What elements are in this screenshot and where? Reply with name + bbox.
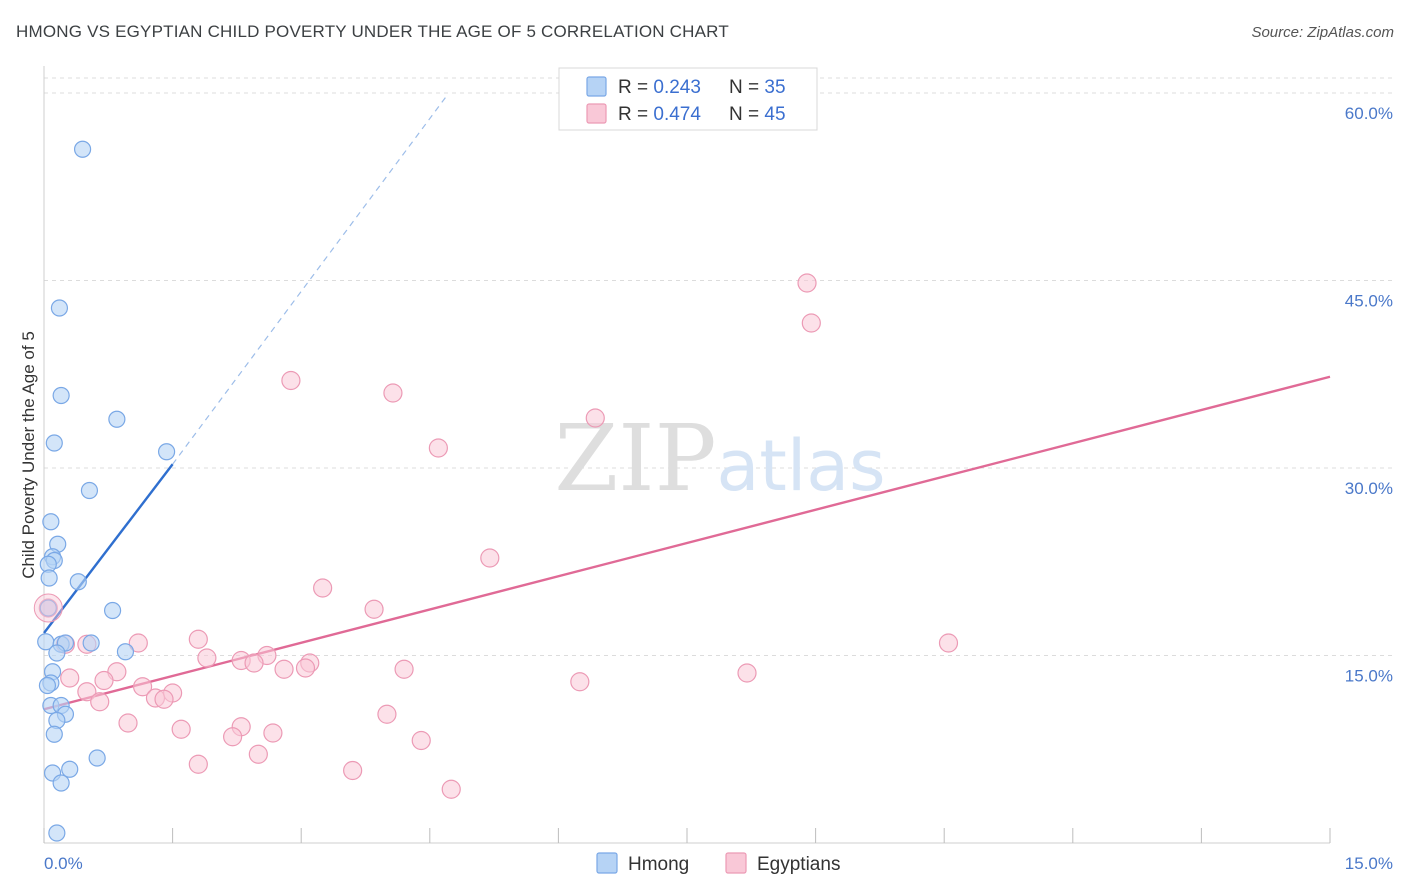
y-axis-title: Child Poverty Under the Age of 5 [19, 331, 38, 579]
egyptians-point [938, 633, 959, 653]
egyptians-point [94, 670, 114, 691]
egyptians-point [394, 659, 414, 679]
egyptians-point [171, 719, 191, 739]
egyptians-point [797, 273, 817, 293]
egyptians-point [188, 629, 208, 649]
hmong-trend-line [43, 463, 174, 634]
hmong-point [103, 601, 122, 620]
egyptians-point [274, 659, 294, 679]
hmong-point [108, 410, 126, 428]
x-tick-label: 0.0% [44, 854, 83, 873]
y-tick-label: 45.0% [1345, 292, 1393, 311]
hmong-point [48, 824, 66, 842]
egyptians-point [585, 408, 605, 428]
egyptians-point [383, 383, 403, 403]
egyptians-point [737, 663, 757, 683]
egyptians-point [428, 438, 448, 458]
egyptians-point [570, 672, 590, 692]
egyptians-point [295, 658, 316, 678]
egyptians-legend-swatch [725, 852, 747, 874]
egyptians-point [441, 779, 461, 799]
hmong-legend-label: Hmong [628, 854, 689, 875]
egyptians-point [128, 633, 148, 653]
egyptians-point [33, 593, 63, 623]
egyptians-point [343, 760, 363, 781]
egyptians-point [90, 692, 110, 712]
egyptians-point [281, 370, 301, 391]
source-label: Source: ZipAtlas.com [1251, 24, 1394, 41]
legend-entry: R = 0.474 N = 45 [618, 104, 786, 125]
hmong-point [52, 386, 70, 405]
hmong-point [45, 434, 63, 452]
chart-title: HMONG VS EGYPTIAN CHILD POVERTY UNDER TH… [16, 22, 729, 41]
legend-swatch [586, 76, 607, 97]
egyptians-point [313, 578, 333, 598]
egyptians-point [411, 730, 431, 751]
legend-entry: R = 0.243 N = 35 [618, 77, 786, 98]
egyptians-point [154, 689, 174, 709]
hmong-point [48, 644, 66, 662]
egyptians-point [364, 599, 384, 619]
gridlines [44, 77, 1392, 656]
bottom-legend: Hmong Egyptians [596, 852, 840, 875]
egyptians-legend-label: Egyptians [757, 854, 840, 875]
axes [43, 66, 1331, 844]
hmong-point [50, 299, 69, 317]
hmong-point [69, 573, 87, 591]
hmong-trend-extension [172, 95, 448, 465]
egyptians-point [223, 727, 243, 747]
hmong-point [61, 760, 79, 778]
hmong-point [73, 140, 92, 158]
hmong-point [116, 643, 135, 661]
egyptians-point [197, 648, 217, 668]
egyptians-point [60, 668, 80, 688]
egyptians-point [480, 548, 500, 568]
egyptians-point [188, 754, 208, 774]
egyptians-point [132, 677, 153, 697]
egyptians-point [263, 723, 283, 743]
hmong-point [38, 676, 57, 695]
hmong-point [82, 634, 100, 652]
hmong-point [88, 749, 106, 767]
hmong-point [52, 774, 70, 792]
y-tick-label: 60.0% [1345, 104, 1393, 123]
watermark: ZIPatlas [554, 405, 885, 512]
y-tick-label: 30.0% [1345, 479, 1393, 498]
hmong-point [80, 481, 99, 500]
hmong-legend-swatch [596, 852, 618, 874]
data-points [33, 140, 959, 842]
egyptians-point [244, 653, 264, 673]
x-tick-label: 15.0% [1345, 854, 1393, 873]
egyptians-point [801, 313, 821, 333]
hmong-point [42, 513, 60, 531]
egyptians-point [248, 744, 268, 764]
hmong-point [157, 443, 176, 461]
y-tick-label: 15.0% [1345, 667, 1393, 686]
egyptians-point [377, 704, 397, 724]
hmong-point [45, 725, 63, 743]
egyptians-point [118, 713, 138, 733]
legend: R = 0.243 N = 35 R = 0.474 N = 45 [558, 67, 818, 131]
hmong-point [39, 599, 57, 617]
legend-swatch [586, 103, 607, 124]
trend-lines [43, 95, 1331, 711]
egyptians-point [77, 682, 97, 702]
hmong-point [40, 569, 58, 587]
tick-labels: 15.0% 30.0% 45.0% 60.0% 0.0% 15.0% [44, 104, 1393, 873]
